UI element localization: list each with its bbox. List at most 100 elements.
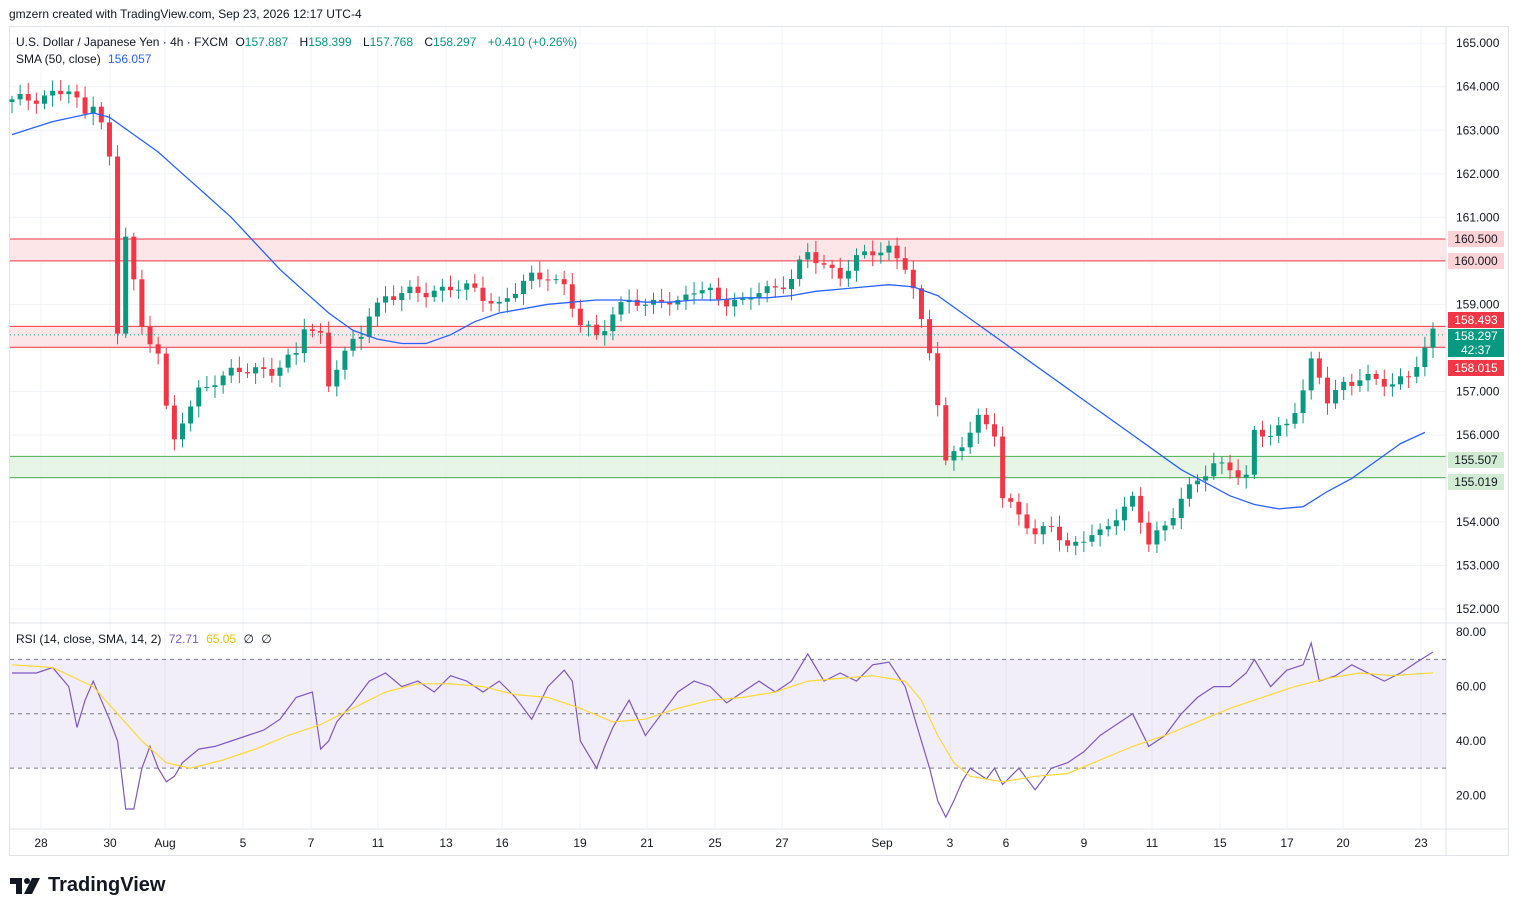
rsi-extra-1: ∅ bbox=[243, 632, 254, 646]
time-tick-label: 11 bbox=[1146, 836, 1159, 850]
candle-body bbox=[642, 304, 648, 306]
candle-body bbox=[724, 299, 730, 307]
candle-body bbox=[1276, 425, 1282, 436]
candle-body bbox=[1284, 423, 1290, 426]
candle-body bbox=[301, 329, 307, 354]
candle-body bbox=[431, 290, 437, 298]
candle-body bbox=[512, 294, 518, 299]
rsi-tick-label: 60.00 bbox=[1456, 680, 1486, 694]
candle-body bbox=[407, 286, 413, 294]
candle-body bbox=[821, 263, 827, 265]
rsi-tick-label: 20.00 bbox=[1456, 788, 1486, 802]
candle-body bbox=[326, 332, 332, 387]
candle-body bbox=[1097, 529, 1103, 536]
rsi-tick-label: 80.00 bbox=[1456, 625, 1486, 639]
time-tick-label: 13 bbox=[439, 836, 453, 850]
candle-body bbox=[910, 269, 916, 289]
candle-body bbox=[1414, 366, 1420, 377]
candle-body bbox=[667, 301, 673, 305]
candle-body bbox=[772, 286, 778, 288]
candle-body bbox=[1316, 358, 1322, 378]
tradingview-logo: TradingView bbox=[10, 874, 165, 897]
candle-body bbox=[1268, 435, 1274, 437]
open-value: 157.887 bbox=[244, 35, 289, 49]
candle-body bbox=[1154, 530, 1160, 545]
candle-body bbox=[155, 344, 161, 354]
candle-body bbox=[220, 375, 226, 386]
candle-body bbox=[350, 338, 356, 351]
price-tick-label: 156.000 bbox=[1456, 428, 1500, 442]
legend-rsi: RSI (14, close, SMA, 14, 2) 72.71 65.05 … bbox=[16, 632, 276, 646]
candle-body bbox=[691, 293, 697, 295]
candle-body bbox=[188, 406, 194, 424]
candle-body bbox=[1243, 474, 1249, 478]
candle-body bbox=[1422, 347, 1428, 367]
close-label: C bbox=[424, 35, 434, 49]
candle-body bbox=[1016, 501, 1022, 515]
low-value: 157.768 bbox=[369, 35, 414, 49]
candle-body bbox=[1146, 522, 1152, 545]
candle-body bbox=[236, 367, 242, 373]
candle-body bbox=[594, 324, 600, 336]
candle-body bbox=[415, 286, 421, 293]
time-tick-label: 27 bbox=[775, 836, 789, 850]
candle-body bbox=[797, 259, 803, 279]
candle-body bbox=[992, 424, 998, 437]
candle-body bbox=[1178, 498, 1184, 519]
candle-body bbox=[707, 287, 713, 291]
candle-body bbox=[399, 293, 405, 300]
candle-body bbox=[537, 272, 543, 280]
candle-body bbox=[163, 353, 169, 406]
candle-body bbox=[25, 94, 31, 101]
candle-body bbox=[553, 279, 559, 281]
candle-body bbox=[17, 94, 23, 100]
price-tick-label: 163.000 bbox=[1456, 123, 1500, 137]
candle-body bbox=[1130, 495, 1136, 507]
candle-body bbox=[699, 290, 705, 294]
time-tick-label: 30 bbox=[103, 836, 117, 850]
candle-body bbox=[228, 367, 234, 376]
candle-body bbox=[1138, 495, 1144, 523]
candle-body bbox=[951, 451, 957, 461]
candle-body bbox=[577, 308, 583, 326]
candle-body bbox=[1365, 373, 1371, 381]
time-tick-label: 23 bbox=[1414, 836, 1428, 850]
candle-body bbox=[204, 387, 210, 389]
candle-body bbox=[634, 299, 640, 306]
candle-body bbox=[50, 90, 56, 96]
candle-body bbox=[602, 331, 608, 336]
candle-body bbox=[813, 252, 819, 264]
candle-body bbox=[1235, 470, 1241, 478]
candle-body bbox=[171, 405, 177, 440]
time-tick-label: 21 bbox=[640, 836, 654, 850]
candle-body bbox=[862, 251, 868, 256]
price-label-r-bottom: 160.000 bbox=[1448, 253, 1504, 269]
time-tick-label: 16 bbox=[495, 836, 509, 850]
rsi-label: RSI (14, close, SMA, 14, 2) bbox=[16, 632, 162, 646]
candle-body bbox=[586, 324, 592, 326]
candle-body bbox=[561, 279, 567, 285]
sma-line bbox=[11, 112, 1426, 510]
price-label-s-bottom: 155.019 bbox=[1448, 474, 1504, 490]
candle-body bbox=[918, 288, 924, 320]
candle-body bbox=[935, 353, 941, 406]
candle-body bbox=[9, 99, 15, 102]
candle-body bbox=[683, 294, 689, 301]
candle-body bbox=[196, 387, 202, 407]
candle-body bbox=[212, 385, 218, 388]
candle-body bbox=[1113, 520, 1119, 527]
candle-body bbox=[1406, 376, 1412, 378]
candle-body bbox=[423, 292, 429, 298]
candle-body bbox=[837, 267, 843, 279]
rsi-extra-2: ∅ bbox=[261, 632, 272, 646]
candle-body bbox=[1357, 380, 1363, 386]
time-tick-label: 20 bbox=[1336, 836, 1350, 850]
candle-body bbox=[1008, 498, 1014, 502]
time-tick-label: 25 bbox=[708, 836, 722, 850]
time-tick-label: 9 bbox=[1081, 836, 1088, 850]
candle-body bbox=[870, 251, 876, 256]
candle-body bbox=[1292, 413, 1298, 424]
candle-body bbox=[1195, 480, 1201, 485]
candle-body bbox=[1089, 535, 1095, 542]
